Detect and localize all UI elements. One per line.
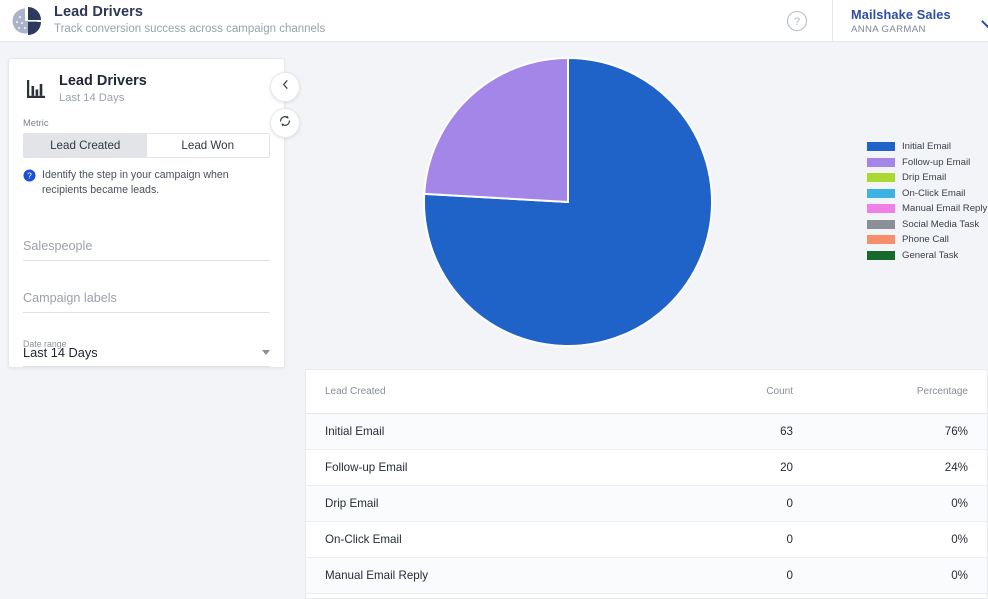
cell-percentage: 0% [951,533,968,546]
chart-panel: Initial Email Follow-up Email Drip Email On… [300,46,988,366]
cell-name: On-Click Email [325,533,402,546]
campaign-labels-field[interactable]: Campaign labels [23,261,270,313]
refresh-icon [278,114,292,133]
cell-count: 20 [780,461,793,474]
metric-toggle-group: Lead Created Lead Won [23,132,270,158]
legend-swatch [867,219,895,229]
legend-label: Follow-up Email [902,156,971,168]
table-row[interactable]: Follow-up Email 20 24% [306,450,987,486]
legend-label: Manual Email Reply [902,203,988,215]
chart-legend: Initial Email Follow-up Email Drip Email On… [867,139,987,263]
pie-chart[interactable] [422,56,714,353]
cell-percentage: 0% [951,569,968,582]
campaign-labels-placeholder: Campaign labels [23,290,117,305]
metric-option-lead-won[interactable]: Lead Won [146,133,269,157]
cell-name: Manual Email Reply [325,569,429,582]
legend-item[interactable]: Phone Call [867,232,987,248]
legend-item[interactable]: General Task [867,248,987,264]
legend-swatch [867,204,895,214]
column-header-percentage: Percentage [916,386,968,397]
metric-hint: ? Identify the step in your campaign whe… [9,158,284,199]
cell-name: Drip Email [325,497,379,510]
pie-chart-svg[interactable] [422,56,714,348]
bar-chart-icon [23,76,49,102]
pie-slice[interactable] [423,56,569,204]
date-range-value: Last 14 Days [23,344,98,360]
cell-name: Initial Email [325,425,385,438]
legend-swatch [867,188,895,198]
page-subtitle: Track conversion success across campaign… [54,23,326,36]
pie-slice[interactable] [423,56,713,347]
caret-down-icon[interactable] [262,349,270,355]
pie-chart-logo-icon [9,4,43,38]
table-row[interactable]: Initial Email 63 76% [306,414,987,450]
legend-label: On-Click Email [902,187,966,199]
legend-item[interactable]: Drip Email [867,170,987,186]
svg-text:?: ? [794,16,800,28]
legend-swatch [867,235,895,245]
legend-item[interactable]: Initial Email [867,139,987,155]
chevron-left-icon [279,78,292,96]
account-menu[interactable]: Mailshake Sales ANNA GARMAN [832,0,988,41]
legend-label: Initial Email [902,141,952,153]
cell-percentage: 24% [944,461,968,474]
metric-option-lead-created[interactable]: Lead Created [24,133,147,157]
table-row[interactable]: Drip Email 0 0% [306,486,987,522]
account-user: ANNA GARMAN [851,23,926,35]
app-header: Lead Drivers Track conversion success ac… [0,0,988,42]
legend-item[interactable]: Social Media Task [867,217,987,233]
table-header-row: Lead Created Count Percentage [306,370,987,414]
table-row[interactable]: On-Click Email 0 0% [306,522,987,558]
date-range-field[interactable]: Date range Last 14 Days [23,313,270,367]
brand: Lead Drivers Track conversion success ac… [0,4,325,38]
legend-label: Phone Call [902,234,949,246]
legend-label: General Task [902,249,959,261]
legend-item[interactable]: Manual Email Reply [867,201,987,217]
cell-percentage: 76% [944,425,968,438]
header-right: ? Mailshake Sales ANNA GARMAN [784,0,988,41]
legend-swatch [867,157,895,167]
legend-swatch [867,173,895,183]
info-circle-icon: ? [23,169,36,199]
cell-count: 0 [786,569,793,582]
salespeople-placeholder: Salespeople [23,238,93,253]
collapse-panel-button[interactable] [270,72,300,102]
help-circle-icon[interactable]: ? [784,8,810,34]
refresh-button[interactable] [270,108,300,138]
page-title: Lead Drivers [54,4,144,21]
salespeople-field[interactable]: Salespeople [23,209,270,261]
metric-label: Metric [23,116,49,128]
legend-label: Social Media Task [902,218,980,230]
legend-swatch [867,250,895,260]
column-header-count: Count [766,386,793,397]
cell-percentage: 0% [951,497,968,510]
filter-panel: Lead Drivers Last 14 Days Metric Lead Cr… [8,58,285,368]
column-header-name: Lead Created [325,386,386,397]
date-range-label: Date range [23,338,67,349]
cell-count: 63 [780,425,793,438]
cell-count: 0 [786,533,793,546]
filter-panel-subtitle: Last 14 Days [59,92,125,105]
filter-panel-header: Lead Drivers Last 14 Days [9,59,284,113]
cell-count: 0 [786,497,793,510]
legend-item[interactable]: On-Click Email [867,186,987,202]
metric-hint-text: Identify the step in your campaign when … [42,168,229,197]
results-table: Lead Created Count Percentage Initial Em… [305,369,988,599]
legend-item[interactable]: Follow-up Email [867,155,987,171]
account-name: Mailshake Sales [851,6,951,22]
legend-swatch [867,142,895,152]
table-body: Initial Email 63 76% Follow-up Email 20 24% Dr… [306,414,987,594]
legend-label: Drip Email [902,172,947,184]
chevron-down-icon [981,15,988,28]
cell-name: Follow-up Email [325,461,408,474]
filter-panel-title: Lead Drivers [59,73,147,89]
svg-text:?: ? [27,170,32,180]
table-row[interactable]: Manual Email Reply 0 0% [306,558,987,594]
